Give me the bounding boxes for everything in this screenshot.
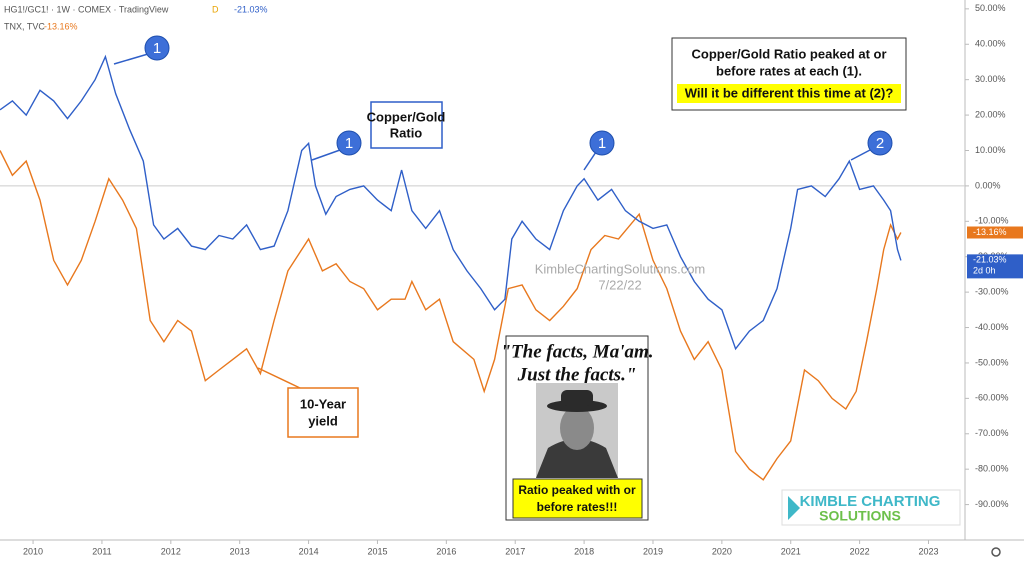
y-tick-label: 20.00% (975, 109, 1006, 119)
last-value-label: -21.03% (973, 255, 1007, 265)
arrow (113, 53, 149, 65)
x-tick-label: 2015 (367, 546, 387, 556)
note-text: Will it be different this time at (2)? (685, 85, 894, 100)
note-text: before rates at each (1). (716, 63, 862, 78)
y-tick-label: -50.00% (975, 357, 1009, 367)
x-tick-label: 2011 (92, 546, 111, 556)
photo-hat (561, 390, 593, 406)
last-value-box (967, 226, 1023, 239)
logo-text: SOLUTIONS (819, 508, 901, 524)
series-value: -13.16% (44, 21, 78, 31)
y-tick-label: 0.00% (975, 180, 1001, 190)
y-tick-label: -60.00% (975, 393, 1009, 403)
series-name: TNX, TVC (4, 21, 45, 31)
photo-body (536, 439, 618, 478)
badge (144, 35, 170, 61)
quote-text: "The facts, Ma'am. (500, 341, 653, 362)
y-tick-label: -70.00% (975, 428, 1009, 438)
circles (144, 35, 893, 156)
y-tick-label: 50.00% (975, 3, 1006, 13)
badge (336, 130, 362, 156)
badge-label: 1 (598, 135, 606, 152)
logo-icon (788, 496, 800, 520)
note-text: Copper/Gold Ratio peaked at or (691, 46, 886, 61)
highlight (512, 478, 643, 519)
watermark: KimbleChartingSolutions.com (535, 261, 706, 276)
badge (589, 130, 615, 156)
y-tick-label: 10.00% (975, 145, 1006, 155)
peak-markers (113, 53, 871, 171)
y-tick-label: -40.00% (975, 322, 1009, 332)
badge (867, 130, 893, 156)
x-tick-label: 2023 (918, 546, 938, 556)
series-name: HG1!/GC1! · 1W · COMEX · TradingView (4, 4, 169, 14)
badge-label: 1 (345, 135, 353, 152)
arrow (257, 367, 301, 389)
x-tick-label: 2018 (574, 546, 594, 556)
arrow (311, 149, 341, 161)
series-line (0, 150, 902, 481)
quote-caption: Ratio peaked with or (518, 483, 636, 497)
callout-text: yield (308, 413, 338, 428)
y-tick-label: -30.00% (975, 287, 1009, 297)
callout-text: 10-Year (300, 396, 346, 411)
x-tick-label: 2021 (781, 546, 801, 556)
callout-box (287, 387, 359, 438)
timeframe-label: 2d 0h (973, 266, 996, 276)
quote-caption: before rates!!! (537, 500, 618, 514)
arrow (583, 151, 597, 171)
badge-label: 1 (153, 40, 161, 57)
series-value: -21.03% (234, 4, 268, 14)
arrow (850, 149, 871, 161)
x-tick-label: 2019 (643, 546, 663, 556)
series-line (0, 54, 902, 351)
highlight (677, 84, 901, 103)
last-value-label: -13.16% (973, 227, 1007, 237)
x-tick-label: 2012 (161, 546, 181, 556)
y-tick-label: 30.00% (975, 74, 1006, 84)
x-tick-label: 2020 (712, 546, 732, 556)
last-value-box (967, 254, 1023, 279)
y-tick-label: -90.00% (975, 499, 1009, 509)
callout-text: Copper/Gold (367, 109, 446, 124)
settings-icon[interactable] (991, 547, 1001, 557)
callout-box (370, 101, 443, 149)
x-tick-label: 2014 (299, 546, 319, 556)
flag: D (212, 4, 219, 14)
callout-text: Ratio (390, 125, 423, 140)
plot (0, 54, 965, 481)
header: HG1!/GC1! · 1W · COMEX · TradingView D -… (4, 4, 268, 31)
badge-label: 2 (876, 135, 884, 152)
x-tick-label: 2010 (23, 546, 43, 556)
photo-face (560, 406, 594, 450)
y-tick-label: -10.00% (975, 216, 1009, 226)
photo (536, 383, 618, 478)
x-tick-label: 2016 (436, 546, 456, 556)
x-tick-label: 2013 (230, 546, 250, 556)
x-tick-label: 2017 (505, 546, 525, 556)
logo-box (781, 489, 961, 526)
y-tick-label: 40.00% (975, 39, 1006, 49)
x-tick-label: 2022 (850, 546, 870, 556)
quote-text: Just the facts." (517, 364, 637, 385)
watermark: 7/22/22 (598, 277, 641, 292)
logo-text: KIMBLE CHARTING (800, 493, 941, 510)
y-tick-label: -80.00% (975, 464, 1009, 474)
